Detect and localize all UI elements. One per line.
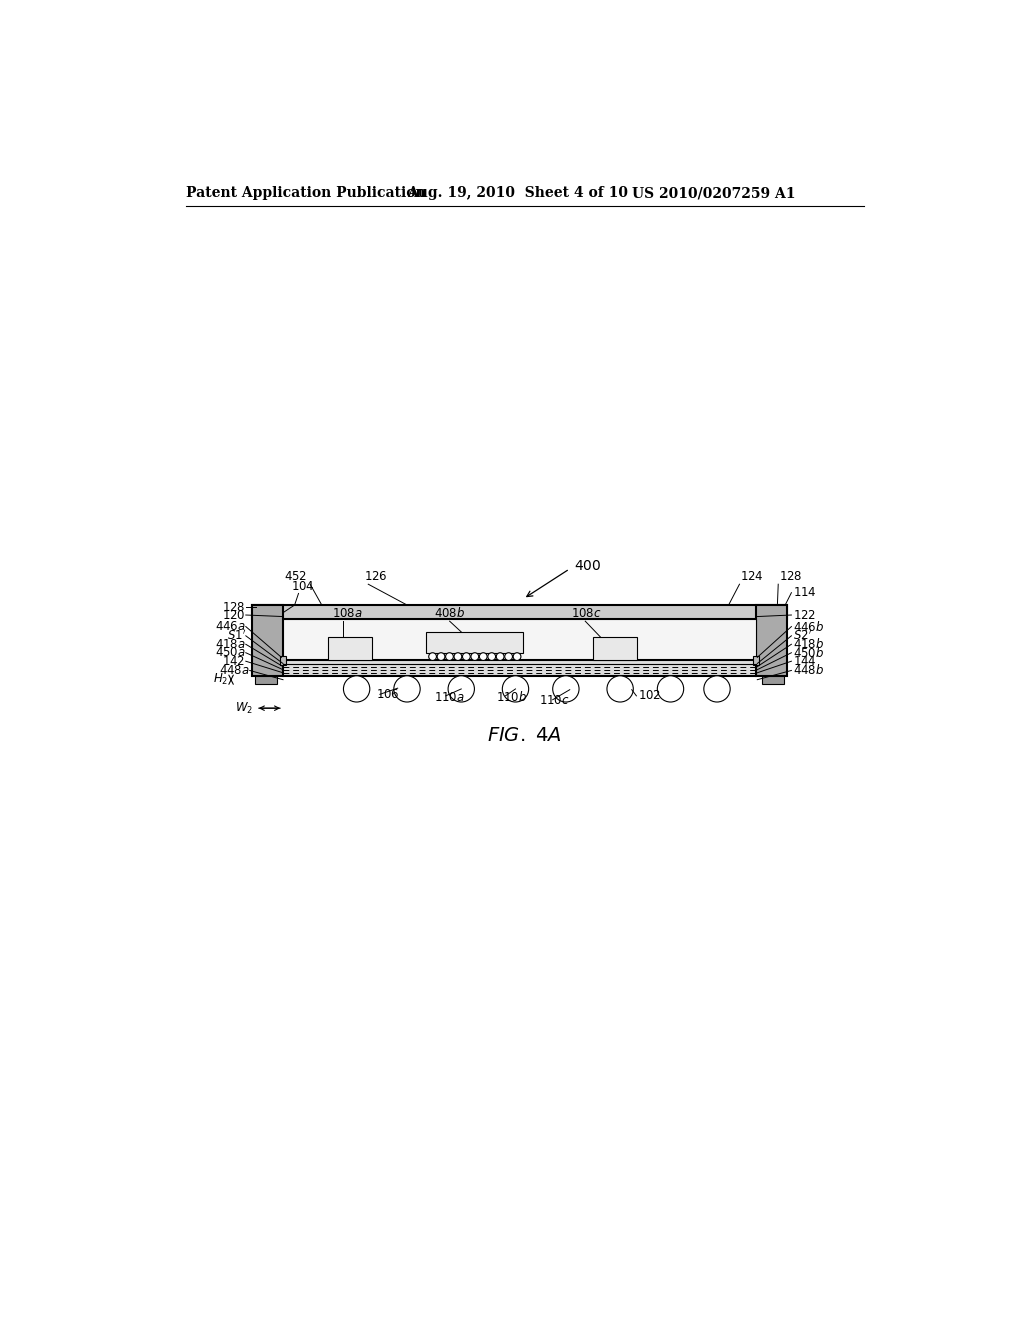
Text: $\mathit{128}$: $\mathit{128}$ <box>779 570 803 583</box>
Bar <box>252 605 786 619</box>
Text: $\mathit{110c}$: $\mathit{110c}$ <box>539 694 569 708</box>
Text: $\mathit{H_2}$: $\mathit{H_2}$ <box>213 672 228 688</box>
Circle shape <box>445 653 454 660</box>
Circle shape <box>487 653 496 660</box>
Bar <box>283 660 756 676</box>
Text: $\mathit{446b}$: $\mathit{446b}$ <box>793 619 824 634</box>
Circle shape <box>454 653 462 660</box>
Circle shape <box>449 676 474 702</box>
Text: $\mathit{S2'}$: $\mathit{S2'}$ <box>793 628 812 643</box>
Circle shape <box>553 676 579 702</box>
Text: $\mathit{418b}$: $\mathit{418b}$ <box>793 638 824 651</box>
Circle shape <box>343 676 370 702</box>
Bar <box>280 656 286 665</box>
Bar <box>753 656 759 665</box>
Text: $\mathit{408b}$: $\mathit{408b}$ <box>434 606 466 620</box>
Circle shape <box>394 676 420 702</box>
Text: $\mathit{450b}$: $\mathit{450b}$ <box>793 645 824 660</box>
Text: $\mathit{448a}$: $\mathit{448a}$ <box>219 664 250 677</box>
Text: $\mathit{108c}$: $\mathit{108c}$ <box>571 607 602 620</box>
Circle shape <box>463 653 470 660</box>
Bar <box>756 605 786 676</box>
Circle shape <box>505 653 512 660</box>
Text: $\mathit{W_2}$: $\mathit{W_2}$ <box>234 701 253 715</box>
Circle shape <box>703 676 730 702</box>
Text: $\mathit{FIG.\ 4A}$: $\mathit{FIG.\ 4A}$ <box>487 727 562 744</box>
Text: $\mathit{102}$: $\mathit{102}$ <box>638 689 662 702</box>
Text: $\mathit{126}$: $\mathit{126}$ <box>365 570 388 583</box>
Text: $\mathit{106}$: $\mathit{106}$ <box>376 688 399 701</box>
Text: $\mathit{S1'}$: $\mathit{S1'}$ <box>226 628 246 643</box>
Bar <box>255 676 276 684</box>
Circle shape <box>513 653 521 660</box>
Text: $\mathit{448b}$: $\mathit{448b}$ <box>793 664 824 677</box>
Text: $\mathit{122}$: $\mathit{122}$ <box>793 609 816 622</box>
Bar <box>328 638 372 660</box>
Circle shape <box>437 653 444 660</box>
Text: $\mathit{452}$: $\mathit{452}$ <box>285 570 308 583</box>
Text: $\mathit{110a}$: $\mathit{110a}$ <box>434 690 465 704</box>
Circle shape <box>471 653 478 660</box>
Bar <box>593 638 637 660</box>
Text: $\mathit{144}$: $\mathit{144}$ <box>793 655 817 668</box>
Text: $\mathit{124}$: $\mathit{124}$ <box>740 570 764 583</box>
Bar <box>252 605 283 676</box>
Bar <box>426 632 523 653</box>
Text: $\mathit{142}$: $\mathit{142}$ <box>222 655 246 668</box>
Text: Aug. 19, 2010  Sheet 4 of 10: Aug. 19, 2010 Sheet 4 of 10 <box>407 186 628 201</box>
Text: $\mathit{120}$: $\mathit{120}$ <box>222 609 246 622</box>
Text: $\mathit{446a}$: $\mathit{446a}$ <box>215 620 246 634</box>
Text: $\mathit{400}$: $\mathit{400}$ <box>573 560 601 573</box>
Text: $\mathit{450a}$: $\mathit{450a}$ <box>215 647 246 659</box>
Text: $\mathit{418a}$: $\mathit{418a}$ <box>215 638 246 651</box>
Text: $\mathit{128}$: $\mathit{128}$ <box>222 601 246 614</box>
Bar <box>762 676 783 684</box>
Circle shape <box>503 676 528 702</box>
Circle shape <box>607 676 633 702</box>
Text: $\mathit{110b}$: $\mathit{110b}$ <box>496 690 527 705</box>
Text: Patent Application Publication: Patent Application Publication <box>186 186 426 201</box>
Text: $\mathit{108a}$: $\mathit{108a}$ <box>332 607 362 620</box>
Circle shape <box>429 653 436 660</box>
Circle shape <box>497 653 504 660</box>
Text: $\mathit{114}$: $\mathit{114}$ <box>793 586 817 599</box>
Text: US 2010/0207259 A1: US 2010/0207259 A1 <box>632 186 796 201</box>
Text: $\mathit{104}$: $\mathit{104}$ <box>291 579 314 593</box>
Circle shape <box>657 676 684 702</box>
Bar <box>283 619 756 660</box>
Circle shape <box>479 653 487 660</box>
